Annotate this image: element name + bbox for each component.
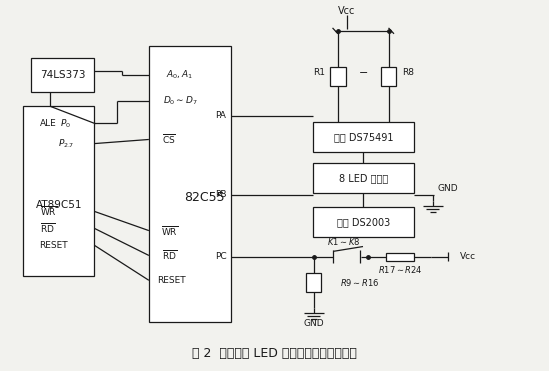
Text: 图 2  控制器的 LED 数码管显示和键盘电路: 图 2 控制器的 LED 数码管显示和键盘电路 (192, 347, 357, 360)
Bar (381, 67, 396, 86)
Text: $\overline{\rm RD}$: $\overline{\rm RD}$ (40, 221, 55, 235)
Text: RESET: RESET (40, 241, 68, 250)
Bar (31, 59, 94, 92)
Text: R1: R1 (313, 68, 325, 77)
Text: $R17{\sim}R24$: $R17{\sim}R24$ (378, 264, 422, 275)
Bar (313, 122, 414, 152)
Text: $K1{\sim}K8$: $K1{\sim}K8$ (327, 236, 361, 247)
Text: $\overline{\rm CS}$: $\overline{\rm CS}$ (163, 132, 176, 147)
Bar (386, 253, 413, 261)
Bar (313, 162, 414, 193)
Text: GND: GND (304, 319, 324, 328)
Text: $P_0$: $P_0$ (60, 117, 71, 129)
Bar (306, 273, 322, 292)
Text: $R9{\sim}R16$: $R9{\sim}R16$ (340, 277, 379, 288)
Text: 8 LED 数码管: 8 LED 数码管 (339, 173, 388, 183)
Text: Vcc: Vcc (460, 252, 476, 261)
Text: PC: PC (215, 252, 227, 261)
Text: −: − (358, 68, 368, 78)
Text: $D_0{\sim}D_7$: $D_0{\sim}D_7$ (163, 95, 197, 107)
Text: ALE: ALE (40, 119, 57, 128)
Bar (23, 106, 94, 276)
Text: 两片 DS2003: 两片 DS2003 (337, 217, 390, 227)
Text: $\overline{\rm RD}$: $\overline{\rm RD}$ (162, 249, 177, 262)
Bar (149, 46, 231, 322)
Text: $\overline{\rm WR}$: $\overline{\rm WR}$ (40, 204, 57, 218)
Text: PA: PA (216, 112, 226, 121)
Text: 两片 DS75491: 两片 DS75491 (333, 132, 393, 142)
Text: PB: PB (215, 190, 227, 199)
Bar (330, 67, 346, 86)
Text: R8: R8 (402, 68, 413, 77)
Bar (313, 207, 414, 237)
Text: GND: GND (438, 184, 458, 193)
Text: $A_0,A_1$: $A_0,A_1$ (166, 68, 194, 81)
Text: Vcc: Vcc (338, 6, 356, 16)
Text: $\overline{\rm WR}$: $\overline{\rm WR}$ (161, 224, 178, 237)
Text: $P_{2.7}$: $P_{2.7}$ (58, 137, 74, 150)
Text: RESET: RESET (158, 276, 186, 285)
Text: AT89C51: AT89C51 (36, 200, 82, 210)
Text: 82C55: 82C55 (184, 191, 225, 204)
Text: 74LS373: 74LS373 (40, 70, 86, 80)
